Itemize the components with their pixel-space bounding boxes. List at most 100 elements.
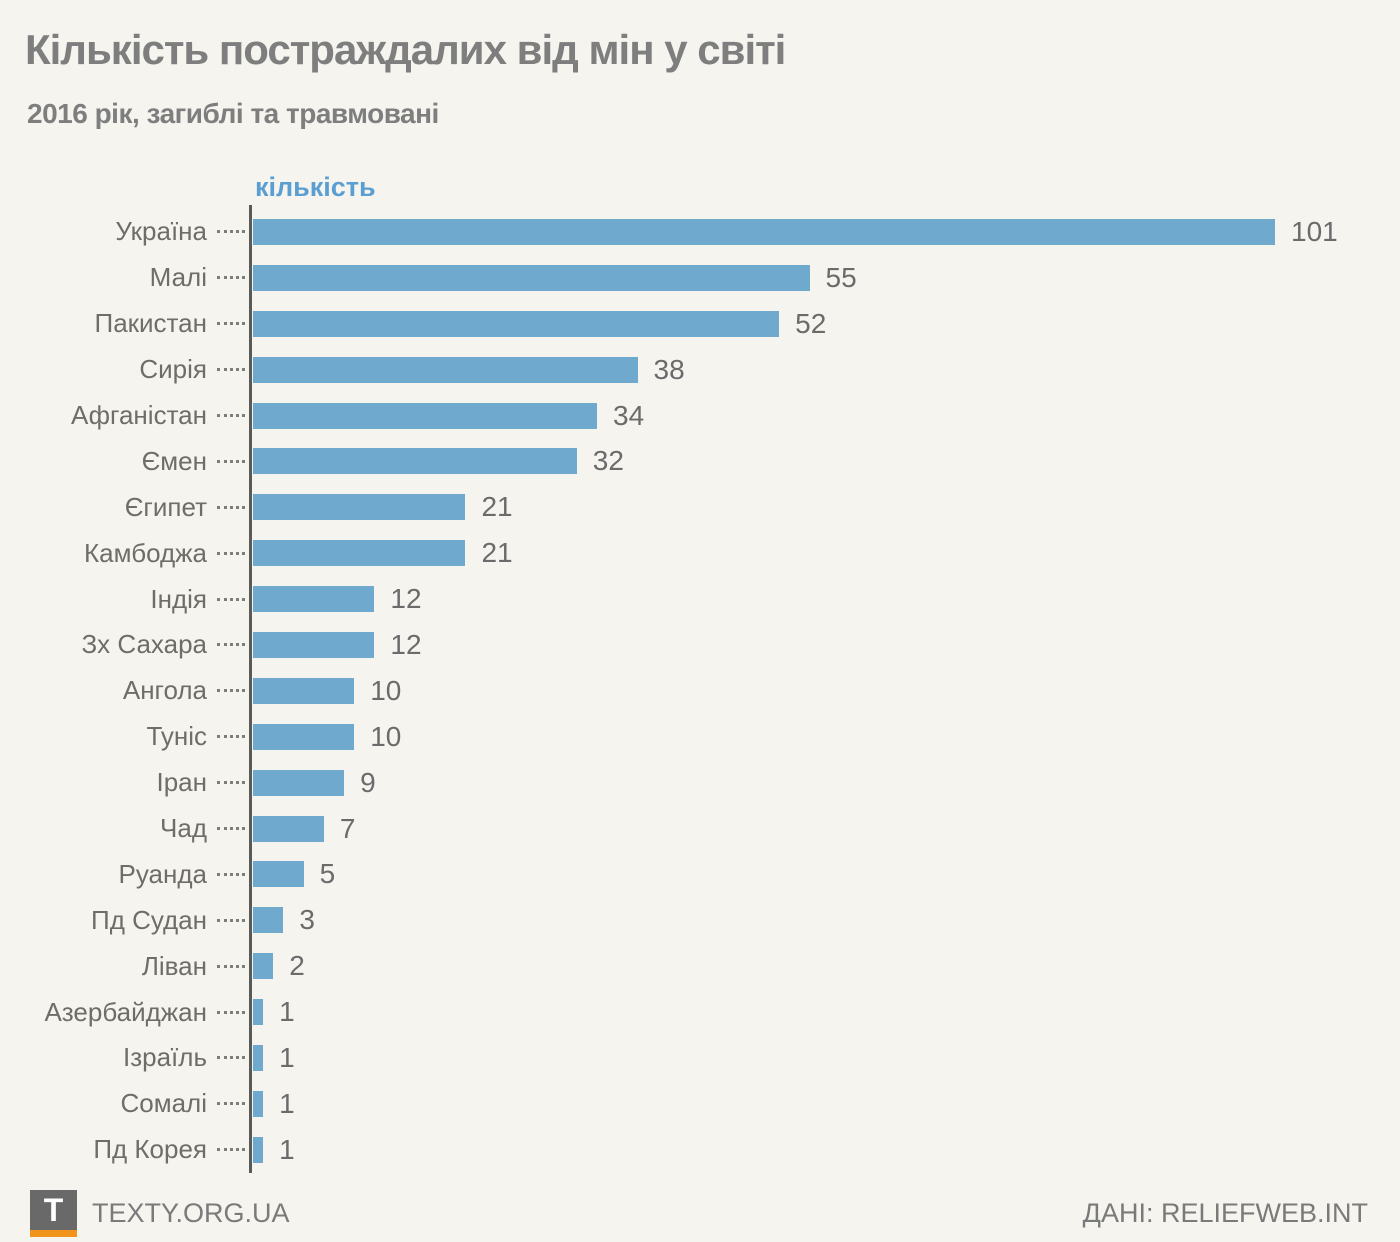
bar-row: Туніс 10	[0, 714, 1400, 760]
page-subtitle: 2016 рік, загиблі та травмовані	[27, 98, 439, 129]
category-label: Камбоджа	[84, 537, 207, 568]
footer-source-site: TEXTY.ORG.UA	[92, 1198, 290, 1228]
category-label: Пакистан	[94, 308, 207, 339]
category-label: Зх Сахара	[81, 629, 207, 660]
tick-mark	[217, 735, 245, 739]
value-label: 2	[289, 950, 305, 982]
tick-mark	[217, 368, 245, 372]
page-title: Кількість постраждалих від мін у світі	[25, 26, 786, 73]
category-label: Ангола	[122, 675, 207, 706]
tick-mark	[217, 551, 245, 555]
bar-area: 38	[253, 354, 1400, 386]
bar	[253, 540, 466, 567]
bar-area: 101	[253, 216, 1400, 248]
tick-mark	[217, 505, 245, 509]
bar-area: 55	[253, 262, 1400, 294]
bar-area: 2	[253, 950, 1400, 982]
value-label: 1	[279, 1087, 295, 1119]
value-label: 1	[279, 1133, 295, 1165]
bar	[253, 631, 375, 658]
category-label: Малі	[149, 262, 207, 293]
bar-row: Чад 7	[0, 806, 1400, 852]
bar-area: 52	[253, 308, 1400, 340]
bar	[253, 907, 284, 934]
bar-area: 3	[253, 904, 1400, 936]
category-label: Іран	[156, 767, 207, 798]
bar-row: Ангола 10	[0, 668, 1400, 714]
category-label: Пд Судан	[91, 904, 207, 935]
tick-mark	[217, 414, 245, 417]
bar-area: 10	[253, 721, 1400, 753]
bar-area: 1	[253, 996, 1400, 1028]
value-label: 32	[592, 445, 624, 477]
bar	[253, 1044, 264, 1071]
category-label: Туніс	[146, 721, 207, 752]
category-label: Сомалі	[120, 1088, 207, 1119]
bar	[253, 586, 375, 613]
bar-area: 5	[253, 858, 1400, 890]
bar	[253, 769, 345, 796]
bar-area: 34	[253, 400, 1400, 432]
category-label: Чад	[160, 813, 207, 844]
bar-row: Пд Корея 1	[0, 1127, 1400, 1173]
bar-row: Афганістан 34	[0, 393, 1400, 439]
value-label: 3	[299, 904, 315, 936]
tick-mark	[217, 1102, 245, 1106]
bar	[253, 723, 355, 750]
bar-row: Камбоджа 21	[0, 530, 1400, 576]
texty-logo-letter: T	[43, 1192, 64, 1228]
value-label: 9	[360, 766, 376, 798]
value-label: 21	[481, 537, 513, 569]
bar	[253, 402, 598, 429]
bar	[253, 861, 304, 888]
bar-row: Індія 12	[0, 576, 1400, 622]
bar-area: 10	[253, 675, 1400, 707]
category-label: Україна	[115, 216, 207, 247]
bar-row: Ємен 32	[0, 438, 1400, 484]
category-label: Сирія	[139, 354, 207, 385]
bar-area: 1	[253, 1042, 1400, 1074]
bar	[253, 677, 355, 704]
bar-area: 12	[253, 629, 1400, 661]
footer-data-source: ДАНІ: RELIEFWEB.INT	[1082, 1198, 1368, 1228]
bar-row: Україна 101	[0, 209, 1400, 255]
bar-row: Пакистан 52	[0, 301, 1400, 347]
tick-mark	[217, 689, 245, 693]
bar	[253, 1090, 264, 1117]
category-label: Пд Корея	[93, 1134, 207, 1165]
bar-area: 21	[253, 491, 1400, 523]
bar-area: 7	[253, 813, 1400, 845]
category-label: Ізраїль	[122, 1042, 207, 1073]
texty-logo: T	[30, 1190, 77, 1230]
category-label: Руанда	[118, 858, 208, 889]
category-label: Індія	[150, 583, 207, 614]
bar-area: 9	[253, 767, 1400, 799]
bar	[253, 494, 466, 521]
value-label: 34	[613, 399, 645, 431]
bar-area: 1	[253, 1134, 1400, 1166]
bar	[253, 310, 780, 337]
value-label: 12	[390, 628, 422, 660]
y-axis-line	[249, 205, 252, 1173]
value-label: 10	[370, 674, 402, 706]
bar-area: 1	[253, 1088, 1400, 1120]
bar	[253, 264, 810, 291]
tick-mark	[217, 1010, 245, 1014]
value-label: 7	[339, 812, 356, 844]
category-label: Ліван	[141, 950, 207, 981]
bar-row: Іран 9	[0, 760, 1400, 806]
value-label: 55	[825, 261, 857, 293]
tick-mark	[217, 781, 245, 785]
bar-row: Пд Судан 3	[0, 897, 1400, 943]
bar-row: Сомалі 1	[0, 1081, 1400, 1127]
category-label: Єгипет	[124, 491, 207, 522]
bar-area: 12	[253, 583, 1400, 615]
tick-mark	[217, 918, 245, 922]
bar	[253, 999, 264, 1026]
axis-title: кількість	[255, 172, 376, 202]
bar-row: Єгипет 21	[0, 484, 1400, 530]
bar-row: Ізраїль 1	[0, 1035, 1400, 1081]
value-label: 1	[279, 1041, 295, 1073]
value-label: 1	[279, 996, 295, 1028]
value-label: 52	[795, 307, 827, 339]
